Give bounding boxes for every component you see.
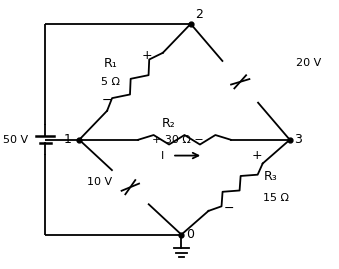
Text: R₃: R₃ [263, 170, 277, 183]
Text: +: + [252, 149, 263, 162]
Text: + 30 Ω −: + 30 Ω − [153, 135, 204, 145]
Text: +: + [142, 49, 153, 62]
Text: 50 V: 50 V [3, 135, 28, 145]
Text: R₁: R₁ [103, 57, 117, 70]
Text: 3: 3 [295, 133, 302, 146]
Text: 20 V: 20 V [296, 58, 321, 68]
Text: 2: 2 [195, 8, 203, 21]
Text: 10 V: 10 V [87, 177, 112, 187]
Text: 1: 1 [64, 133, 72, 146]
Text: 15 Ω: 15 Ω [263, 193, 290, 203]
Text: R₂: R₂ [162, 118, 176, 130]
Text: I: I [161, 151, 164, 161]
Text: −: − [224, 202, 235, 215]
Text: −: − [102, 94, 112, 107]
Text: 0: 0 [186, 228, 194, 241]
Text: 5 Ω: 5 Ω [101, 77, 120, 87]
